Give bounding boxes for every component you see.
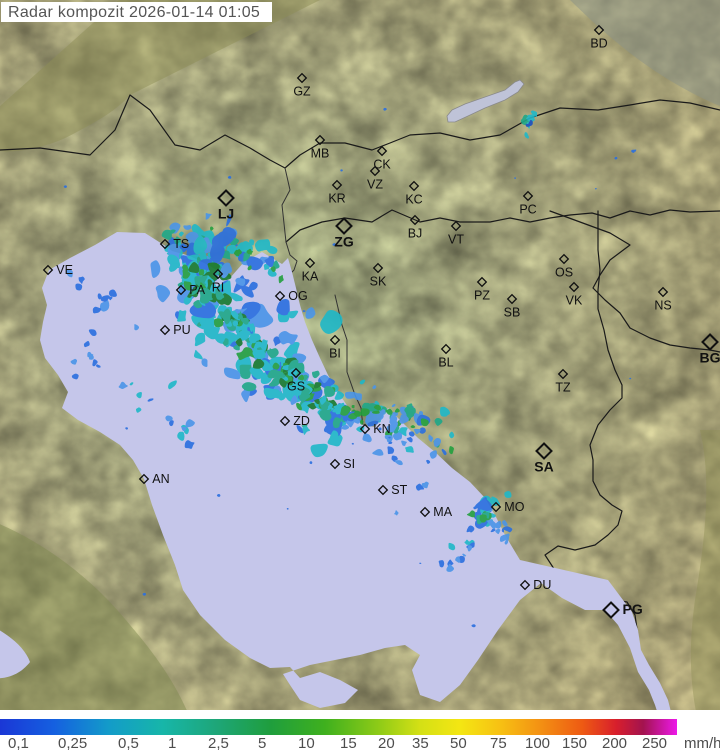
svg-text:KC: KC: [405, 192, 422, 206]
svg-text:50: 50: [450, 735, 467, 751]
svg-text:150: 150: [562, 735, 587, 751]
svg-text:GZ: GZ: [293, 84, 311, 98]
svg-text:LJ: LJ: [218, 206, 234, 222]
svg-text:15: 15: [340, 735, 357, 751]
svg-text:VK: VK: [566, 293, 583, 307]
svg-text:100: 100: [525, 735, 550, 751]
svg-text:KA: KA: [302, 269, 319, 283]
svg-text:DU: DU: [533, 578, 551, 592]
svg-text:ZD: ZD: [293, 414, 310, 428]
svg-text:SB: SB: [504, 305, 521, 319]
svg-text:PC: PC: [519, 202, 536, 216]
svg-text:BJ: BJ: [408, 226, 423, 240]
svg-text:MA: MA: [433, 505, 452, 519]
svg-text:OS: OS: [555, 265, 573, 279]
svg-text:20: 20: [378, 735, 395, 751]
svg-text:KR: KR: [328, 191, 345, 205]
svg-text:BD: BD: [590, 36, 607, 50]
svg-text:PA: PA: [189, 283, 205, 297]
svg-text:TZ: TZ: [555, 380, 571, 394]
svg-text:KN: KN: [373, 422, 390, 436]
svg-text:MB: MB: [311, 146, 330, 160]
svg-text:10: 10: [298, 735, 315, 751]
svg-text:PG: PG: [623, 601, 643, 617]
svg-text:Radar kompozit 2026-01-14: Radar kompozit 2026-01-14 01:05: [8, 4, 260, 21]
svg-text:SK: SK: [370, 274, 387, 288]
svg-text:OG: OG: [288, 289, 307, 303]
svg-text:CK: CK: [373, 157, 391, 171]
svg-text:mm/h: mm/h: [684, 735, 720, 751]
svg-text:PU: PU: [173, 323, 190, 337]
svg-text:200: 200: [602, 735, 627, 751]
svg-text:SI: SI: [343, 457, 355, 471]
svg-text:AN: AN: [152, 472, 169, 486]
svg-text:BG: BG: [700, 350, 720, 366]
svg-text:5: 5: [258, 735, 266, 751]
svg-text:SA: SA: [534, 459, 553, 475]
svg-text:VE: VE: [56, 263, 73, 277]
svg-text:ZG: ZG: [334, 234, 354, 250]
svg-text:NS: NS: [654, 298, 671, 312]
svg-text:0,5: 0,5: [118, 735, 139, 751]
svg-text:1: 1: [168, 735, 176, 751]
svg-text:2,5: 2,5: [208, 735, 229, 751]
svg-text:GS: GS: [287, 379, 305, 393]
svg-text:250: 250: [642, 735, 667, 751]
svg-text:ST: ST: [391, 483, 407, 497]
svg-text:BL: BL: [438, 355, 453, 369]
svg-text:0,25: 0,25: [58, 735, 87, 751]
svg-text:75: 75: [490, 735, 507, 751]
svg-text:TS: TS: [173, 237, 189, 251]
svg-text:VT: VT: [448, 232, 464, 246]
svg-text:MO: MO: [504, 500, 524, 514]
svg-text:35: 35: [412, 735, 429, 751]
svg-text:VZ: VZ: [367, 177, 383, 191]
svg-text:BI: BI: [329, 346, 341, 360]
svg-text:RI: RI: [212, 280, 225, 294]
svg-text:PZ: PZ: [474, 288, 490, 302]
svg-text:0,1: 0,1: [8, 735, 29, 751]
